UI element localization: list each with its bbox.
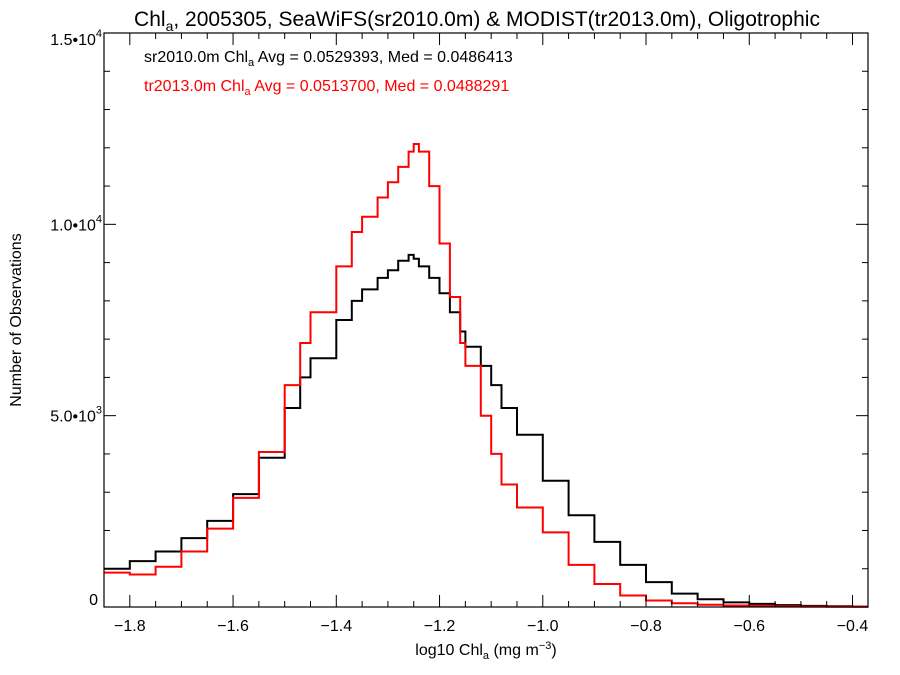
annotation-tr2013: tr2013.0m Chla Avg = 0.0513700, Med = 0.…: [144, 78, 509, 98]
annotation-sr2010-prefix: sr2010.0m Chl: [144, 49, 248, 66]
x-tick-label: −1.0: [527, 618, 559, 635]
y-tick-label: 1.5•104: [50, 28, 102, 49]
x-tick-label: −0.4: [837, 618, 869, 635]
tick-label-layer: −1.8 −1.6 −1.4 −1.2 −1.0 −0.8 −0.6 −0.4 0 5.0•103…: [50, 28, 868, 635]
series-line-sr2010-0m: [104, 253, 868, 608]
series-layer: [104, 143, 868, 608]
annotation-tr2013-suffix: Avg = 0.0513700, Med = 0.0488291: [251, 78, 510, 95]
annotation-sr2010-subscript: a: [248, 57, 255, 69]
y-tick-label: 1.0•104: [50, 213, 102, 234]
x-axis-label-suffix: ): [551, 642, 556, 659]
annotation-sr2010-suffix: Avg = 0.0529393, Med = 0.0486413: [254, 49, 513, 66]
chart-title: Chla, 2005305, SeaWiFS(sr2010.0m) & MODI…: [134, 8, 820, 34]
x-axis-label-subscript: a: [483, 650, 490, 662]
x-tick-label: −1.2: [424, 618, 456, 635]
plot-frame: [103, 32, 869, 608]
chart-title-rest: , 2005305, SeaWiFS(sr2010.0m) & MODIST(t…: [173, 8, 820, 31]
y-axis-label: Number of Observations: [8, 233, 25, 406]
annotation-sr2010: sr2010.0m Chla Avg = 0.0529393, Med = 0.…: [144, 49, 513, 69]
x-tick-label: −1.8: [114, 618, 146, 635]
tick-layer: [103, 32, 868, 608]
x-axis-label: log10 Chla (mg m−3): [415, 640, 556, 662]
chart-title-subscript: a: [166, 18, 174, 34]
chart-title-prefix: Chl: [134, 8, 166, 31]
x-axis-label-superscript: −3: [539, 640, 552, 652]
x-tick-label: −1.6: [217, 618, 249, 635]
x-tick-label: −0.8: [630, 618, 662, 635]
x-tick-label: −1.4: [321, 618, 353, 635]
x-tick-label: −0.6: [733, 618, 765, 635]
y-tick-label: 0: [89, 592, 98, 609]
annotation-tr2013-subscript: a: [245, 86, 252, 98]
x-axis-label-middle: (mg m: [489, 642, 539, 659]
y-tick-label: 5.0•103: [50, 405, 102, 426]
series-line-tr2013-0m: [104, 143, 868, 608]
x-axis-label-prefix: log10 Chl: [415, 642, 483, 659]
annotation-tr2013-prefix: tr2013.0m Chl: [144, 78, 245, 95]
